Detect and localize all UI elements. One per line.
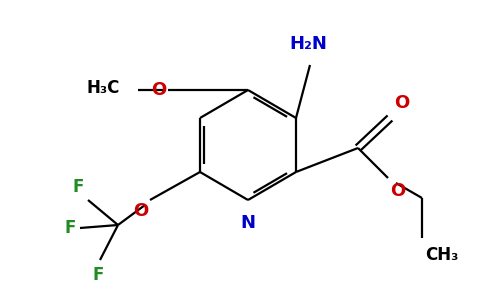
- Text: O: O: [394, 94, 409, 112]
- Text: H₂N: H₂N: [289, 35, 327, 53]
- Text: O: O: [151, 81, 166, 99]
- Text: F: F: [92, 266, 104, 284]
- Text: F: F: [73, 178, 84, 196]
- Text: O: O: [133, 202, 148, 220]
- Text: H₃C: H₃C: [87, 79, 120, 97]
- Text: F: F: [65, 219, 76, 237]
- Text: CH₃: CH₃: [425, 246, 458, 264]
- Text: O: O: [390, 182, 405, 200]
- Text: N: N: [241, 214, 256, 232]
